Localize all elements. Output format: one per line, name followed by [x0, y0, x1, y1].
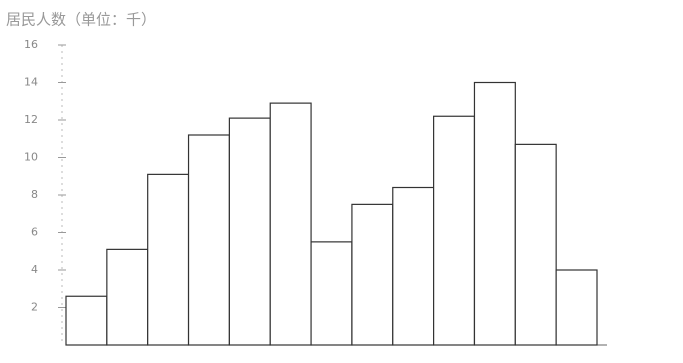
bar [392, 186, 435, 346]
y-tick-label: 14 [24, 76, 38, 89]
bar [310, 241, 353, 346]
y-tick-label: 6 [31, 226, 38, 239]
y-tick-label: 12 [24, 113, 38, 126]
y-tick-label: 10 [24, 151, 38, 164]
y-tick-label: 2 [31, 301, 38, 314]
y-tick-label: 4 [31, 263, 38, 276]
y-tick-label: 16 [24, 38, 38, 51]
bar [514, 143, 557, 346]
bar [351, 203, 394, 346]
bar [555, 269, 598, 346]
bar [433, 115, 476, 346]
bar [187, 134, 230, 346]
bar [106, 248, 149, 346]
bar [228, 117, 271, 346]
bar [269, 102, 312, 346]
bar [65, 295, 108, 346]
bar [147, 173, 190, 346]
chart-title: 居民人数（单位：千） [6, 11, 156, 29]
y-tick-label: 8 [31, 188, 38, 201]
bar [473, 81, 516, 346]
